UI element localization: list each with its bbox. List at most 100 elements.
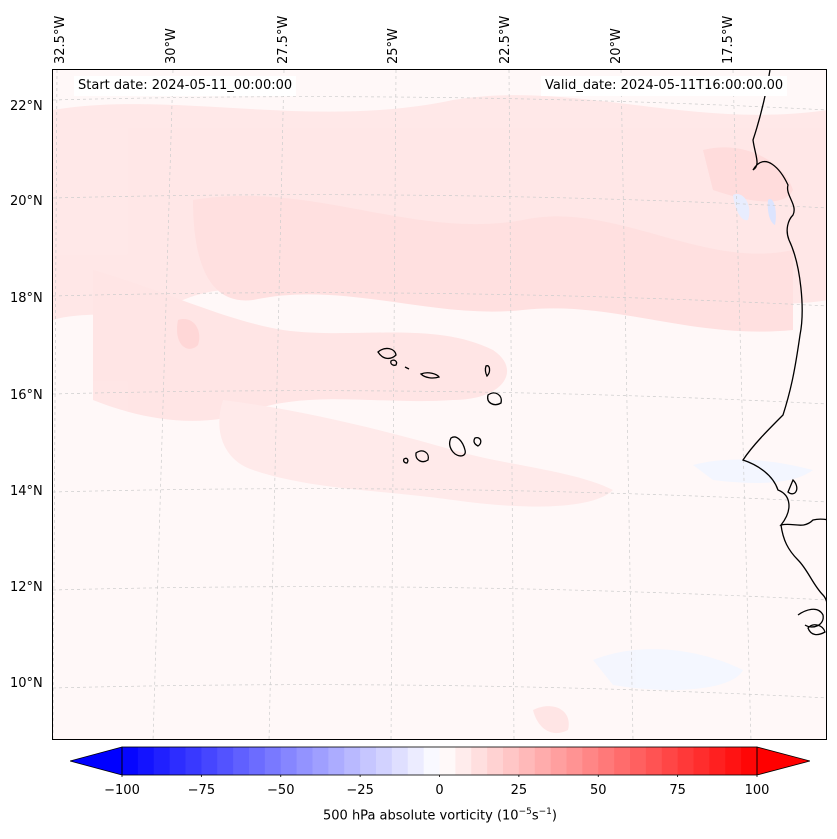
colorbar-cell — [137, 747, 155, 775]
colorbar-tick-label: −50 — [267, 783, 295, 798]
lon-label: 20°W — [609, 28, 624, 64]
colorbar-cell — [439, 747, 456, 775]
colorbar-extend-min — [70, 746, 123, 776]
coast-islets — [807, 624, 826, 636]
colorbar-cell — [725, 747, 742, 775]
colorbar-tick-label: 100 — [744, 783, 770, 798]
colorbar-tick-label: 0 — [435, 783, 444, 798]
lon-label: 32.5°W — [53, 15, 68, 64]
colorbar-title-mid: s — [531, 808, 539, 824]
colorbar-title-exp2: −1 — [538, 807, 552, 817]
island-maio — [473, 437, 482, 447]
vorticity-field — [53, 95, 826, 734]
island-brava — [402, 457, 409, 464]
lat-label: 22°N — [10, 99, 43, 114]
island-sao-nicolau — [419, 372, 441, 379]
lat-label: 16°N — [10, 388, 43, 403]
vorticity-neg-3 — [733, 194, 750, 221]
lon-label: 30°W — [164, 28, 179, 64]
colorbar-cell — [217, 747, 234, 775]
colorbar-tick-label: −100 — [104, 783, 140, 798]
colorbar-cell — [709, 747, 726, 775]
colorbar-cell — [233, 747, 250, 775]
colorbar-cell — [693, 747, 710, 775]
vorticity-map — [53, 70, 826, 739]
colorbar-tickmarks — [121, 775, 758, 777]
colorbar-title-exp1: −5 — [518, 807, 532, 817]
colorbar-cell — [550, 747, 568, 775]
colorbar-cell — [487, 747, 504, 775]
cape-verde-islands — [377, 347, 502, 464]
colorbar-cell — [391, 747, 409, 775]
lon-label: 22.5°W — [498, 15, 513, 64]
colorbar-cell — [423, 747, 441, 775]
colorbar-cell — [249, 747, 266, 775]
colorbar-cell — [264, 747, 282, 775]
island-fogo — [415, 450, 429, 463]
colorbar-cell — [280, 747, 298, 775]
colorbar-cell — [185, 747, 202, 775]
lat-label: 18°N — [10, 291, 43, 306]
colorbar-cells — [122, 747, 758, 775]
island-santiago — [449, 436, 466, 457]
colorbar-cell — [630, 747, 647, 775]
colorbar-cell — [312, 747, 329, 775]
lat-label: 12°N — [10, 580, 43, 595]
lon-label: 17.5°W — [721, 15, 736, 64]
island-boa-vista — [487, 392, 502, 406]
colorbar-cell — [344, 747, 361, 775]
colorbar-cell — [518, 747, 536, 775]
vorticity-neg-1 — [593, 649, 743, 690]
colorbar-cell — [741, 747, 758, 775]
valid-date-label: Valid_date: 2024-05-11T16:00:00.00 — [541, 76, 788, 96]
colorbar-cell — [122, 747, 139, 775]
coast-south-1 — [780, 524, 826, 602]
colorbar-title-end: ) — [551, 808, 557, 824]
colorbar-tick-label: −75 — [187, 783, 216, 798]
vorticity-band-west — [93, 270, 508, 421]
colorbar-tick-label: 25 — [510, 783, 528, 798]
start-date-label: Start date: 2024-05-11_00:00:00 — [74, 76, 297, 96]
island-sao-vicente — [390, 359, 398, 366]
colorbar-cell — [534, 747, 552, 775]
vorticity-blob-1 — [177, 319, 200, 349]
colorbar-extend-max — [756, 746, 810, 776]
vorticity-band-upper — [193, 195, 793, 332]
colorbar-cell — [201, 747, 218, 775]
colorbar-cell — [407, 747, 425, 775]
colorbar-cell — [296, 747, 314, 775]
colorbar-tick-label: 75 — [669, 783, 686, 798]
lon-label: 25°W — [386, 28, 401, 64]
colorbar-cell — [153, 747, 171, 775]
vorticity-blob-2 — [703, 147, 793, 202]
lat-label: 20°N — [10, 194, 43, 209]
vorticity-blob-south — [533, 706, 569, 734]
island-santo-antao — [377, 347, 397, 360]
lat-label: 10°N — [10, 676, 43, 691]
gridlines — [53, 70, 826, 739]
coastline — [741, 70, 826, 636]
colorbar-tick-label: 50 — [589, 783, 607, 798]
colorbar-cell — [645, 747, 663, 775]
colorbar-cell — [328, 747, 345, 775]
vorticity-neg-2 — [693, 459, 813, 483]
colorbar-tick-label: −25 — [346, 783, 374, 798]
colorbar-cell — [566, 747, 583, 775]
colorbar-title-text: 500 hPa absolute vorticity (10 — [323, 808, 519, 824]
island-santa-luzia — [404, 366, 410, 370]
map-panel[interactable] — [52, 69, 827, 740]
colorbar — [70, 746, 810, 777]
colorbar-cell — [582, 747, 599, 775]
colorbar-cell — [360, 747, 377, 775]
lon-label: 27.5°W — [276, 15, 291, 64]
lat-label: 14°N — [10, 484, 43, 499]
african-coast — [741, 70, 826, 527]
colorbar-cell — [503, 747, 520, 775]
colorbar-cell — [376, 747, 393, 775]
colorbar-cell — [677, 747, 695, 775]
colorbar-cell — [455, 747, 472, 775]
colorbar-cell — [169, 747, 187, 775]
colorbar-cell — [661, 747, 679, 775]
colorbar-cell — [614, 747, 631, 775]
colorbar-title: 500 hPa absolute vorticity (10−5s−1) — [0, 807, 837, 823]
